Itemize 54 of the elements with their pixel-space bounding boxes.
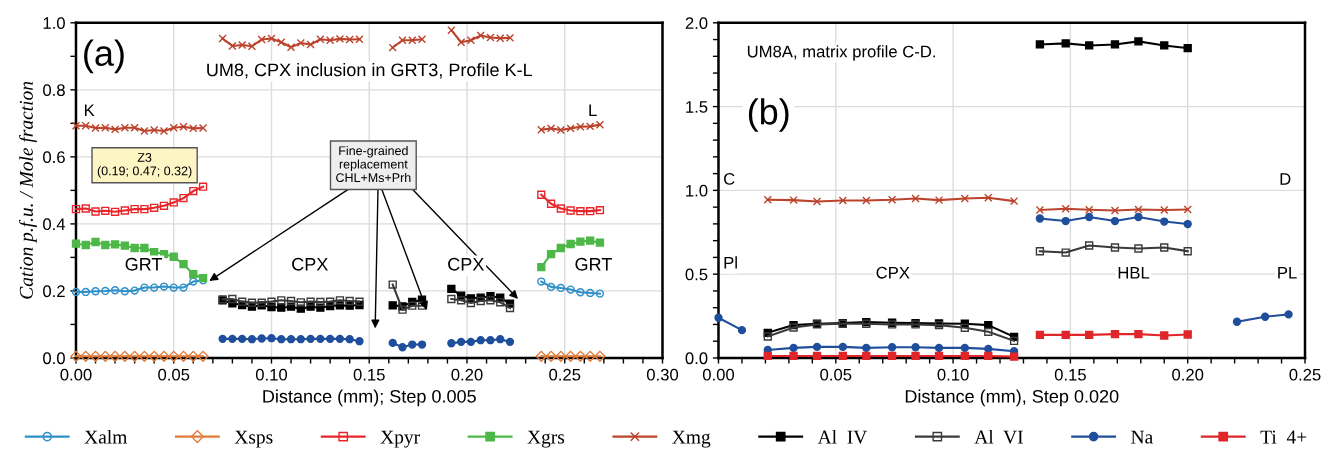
y-tick-label: 0.2 <box>43 285 65 298</box>
legend-label: Xmg <box>672 430 711 448</box>
x-tick-label: 0.15 <box>1054 368 1086 381</box>
x-tick-label: 0.15 <box>353 368 385 381</box>
annotation: D <box>1280 173 1291 185</box>
x-tick-label: 0.10 <box>255 368 288 381</box>
y-tick-label: 0.6 <box>43 151 65 164</box>
x-tick-label: 0.05 <box>820 368 852 381</box>
annotation: CPX <box>292 257 328 271</box>
legend-label: Xgrs <box>527 430 565 448</box>
annotation: PL <box>1278 267 1297 279</box>
x-tick-label: 0.30 <box>646 368 679 381</box>
y-tick-label: 1.5 <box>686 101 708 113</box>
annotation: HBL <box>1118 267 1150 279</box>
legend-label: Xsps <box>234 430 273 448</box>
y-tick-label: 0.0 <box>43 352 65 365</box>
annotation: UM8, CPX inclusion in GRT3, Profile K-L <box>207 62 533 79</box>
y-tick-label: 2.0 <box>685 17 708 29</box>
annotation: GRT <box>125 257 163 271</box>
legend-label: Xalm <box>84 429 128 444</box>
legend-label: Al IV <box>817 429 868 444</box>
y-axis-title: Cation p.f.u. / Mole fraction <box>19 81 37 299</box>
y-tick-label: 0.4 <box>43 218 66 231</box>
x-tick-label: 0.20 <box>1172 368 1204 381</box>
annotation: C <box>724 173 735 185</box>
annotation: Pl <box>724 256 737 269</box>
annotation: L <box>589 104 597 116</box>
annotation: UM8A, matrix profile C-D. <box>747 45 935 61</box>
x-axis-title: Distance (mm); Step 0.005 <box>263 389 476 407</box>
x-tick-label: 0.00 <box>702 368 735 381</box>
y-tick-label: 0.5 <box>685 268 708 281</box>
x-tick-label: 0.10 <box>937 368 969 381</box>
x-tick-label: 0.00 <box>60 368 92 381</box>
x-axis-title: Distance (mm), Step 0.020 <box>905 389 1119 407</box>
legend-label: Xpyr <box>380 430 420 448</box>
legend-label: Al VI <box>974 429 1023 444</box>
x-tick-label: 0.25 <box>1289 368 1321 381</box>
x-tick-label: 0.05 <box>158 368 190 381</box>
annotation: Z3 (0.19; 0.47; 0.32) <box>97 153 192 178</box>
y-tick-label: 0.8 <box>43 84 65 97</box>
annotation: GRT <box>575 257 612 271</box>
annotation: CPX <box>876 266 910 279</box>
legend-label: Na <box>1131 430 1153 444</box>
annotation: Fine-grained replacement CHL+Ms+Prh <box>336 145 411 183</box>
annotation: K <box>84 104 95 116</box>
annotation: (a) <box>84 39 124 74</box>
y-tick-label: 1.0 <box>686 184 708 197</box>
x-tick-label: 0.25 <box>549 368 581 381</box>
y-tick-label: 1.0 <box>43 17 65 29</box>
annotation: (b) <box>748 98 789 132</box>
x-tick-label: 0.20 <box>451 368 483 381</box>
y-tick-label: 0.0 <box>685 352 708 365</box>
legend-label: Ti 4+ <box>1260 430 1307 444</box>
annotation: CPX <box>448 257 484 271</box>
